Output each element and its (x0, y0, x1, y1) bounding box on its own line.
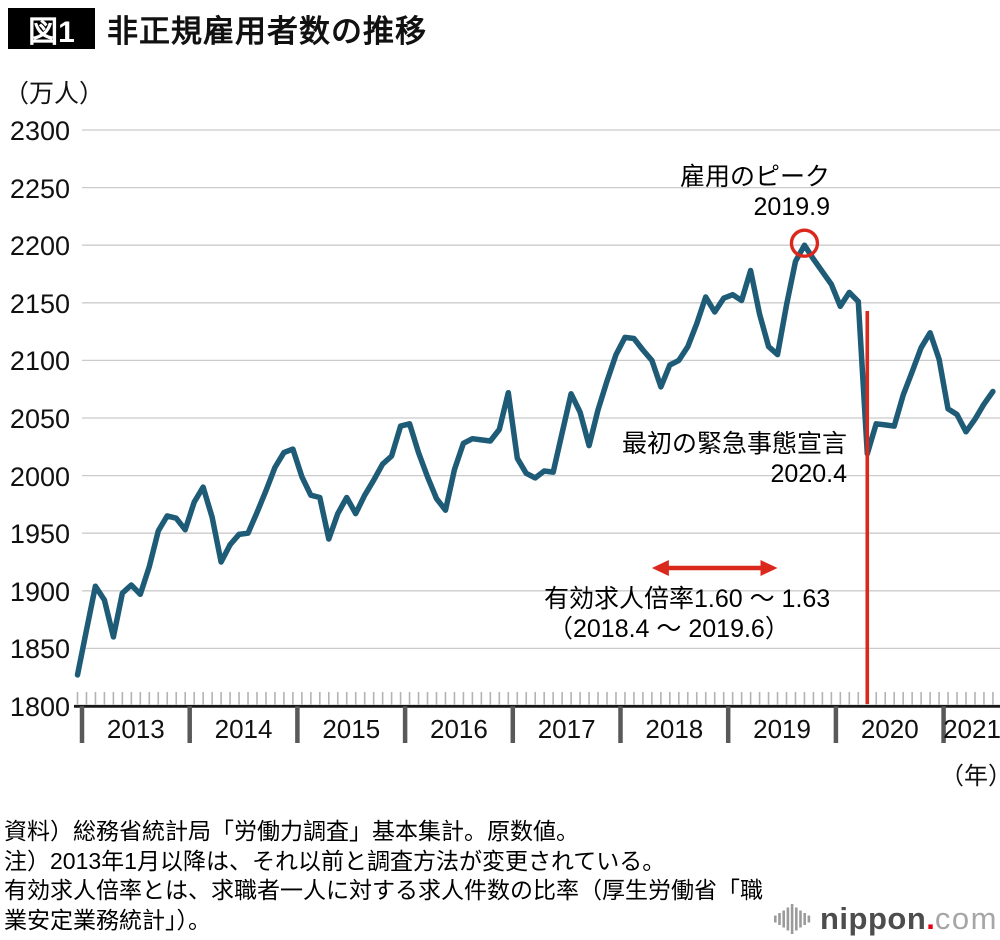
emergency-annotation-date: 2020.4 (770, 460, 847, 488)
year-label-2018: 2018 (645, 714, 704, 744)
logo-bar (790, 904, 794, 934)
y-tick-label-2050: 2050 (9, 404, 70, 434)
year-label-2013: 2013 (106, 714, 165, 744)
figure-title: 図1 非正規雇用者数の推移 (8, 6, 427, 51)
y-tick-label-2300: 2300 (9, 116, 70, 146)
logo-bar (803, 913, 806, 925)
year-label-2019: 2019 (753, 714, 811, 744)
logo-bar (774, 915, 777, 923)
logo-bar (782, 910, 785, 928)
year-label-2021: 2021 (943, 714, 1000, 744)
logo-bar (795, 907, 798, 931)
job-ratio-annotation: 有効求人倍率1.60 〜 1.63 （2018.4 〜 2019.6） (544, 584, 830, 644)
y-tick-label-2000: 2000 (9, 461, 70, 492)
emergency-annotation-label: 最初の緊急事態宣言 (621, 430, 847, 458)
emergency-annotation: 最初の緊急事態宣言 2020.4 (590, 429, 847, 489)
year-label-2020: 2020 (860, 714, 919, 744)
logo-bar (786, 907, 790, 931)
y-tick-label-1850: 1850 (9, 634, 70, 665)
x-axis-unit-label: （年） (940, 763, 1000, 790)
source-note-line-1: 資料）総務省統計局「労働力調査」基本集計。原数値。 (4, 818, 579, 844)
y-tick-label-1950: 1950 (9, 519, 70, 550)
y-tick-label-1900: 1900 (9, 576, 70, 607)
y-tick-label-2150: 2150 (9, 288, 70, 319)
peak-annotation: 雇用のピーク 2019.9 (630, 162, 830, 222)
y-tick-label-2250: 2250 (9, 173, 70, 204)
arrow-head-left (651, 560, 669, 576)
peak-circle-marker (789, 228, 820, 258)
job-ratio-annotation-range: （2018.4 〜 2019.6） (548, 615, 790, 643)
year-label-2017: 2017 (537, 714, 596, 744)
year-label-2016: 2016 (430, 714, 488, 744)
nippon-com-logo: nippon . com (772, 899, 998, 939)
source-note-line-4: 業安定業務統計」）。 (4, 906, 211, 933)
y-tick-label-2200: 2200 (9, 231, 70, 262)
peak-annotation-date: 2019.9 (753, 193, 830, 221)
arrow-head-right (760, 560, 778, 576)
figure-number-badge: 図1 (8, 8, 95, 49)
logo-bar (799, 910, 802, 928)
y-tick-label-2100: 2100 (9, 346, 70, 377)
y-axis-unit-label: （万人） (4, 80, 105, 108)
logo-dot: . (926, 901, 935, 936)
logo-word: nippon (820, 901, 927, 936)
logo-bar (778, 913, 781, 925)
source-note-line-3: 有効求人倍率とは、求職者一人に対する求人件数の比率（厚生労働省「職 (4, 877, 763, 903)
employment-line-chart (74, 129, 1000, 743)
year-label-2015: 2015 (322, 714, 381, 744)
employment-series-line (74, 242, 996, 678)
peak-annotation-label: 雇用のピーク (679, 163, 830, 191)
y-tick-label-1800: 1800 (9, 692, 70, 722)
logo-bar (807, 915, 811, 923)
source-note-line-2: 注）2013年1月以降は、それ以前と調査方法が変更されている。 (4, 847, 666, 874)
page-title: 非正規雇用者数の推移 (107, 14, 427, 49)
source-notes: 資料）総務省統計局「労働力調査」基本集計。原数値。注）2013年1月以降は、それ… (4, 817, 763, 935)
job-ratio-annotation-label: 有効求人倍率1.60 〜 1.63 (544, 585, 831, 613)
soundwave-logo-icon (774, 904, 811, 934)
year-label-2014: 2014 (214, 714, 273, 744)
logo-tld: com (934, 901, 998, 936)
